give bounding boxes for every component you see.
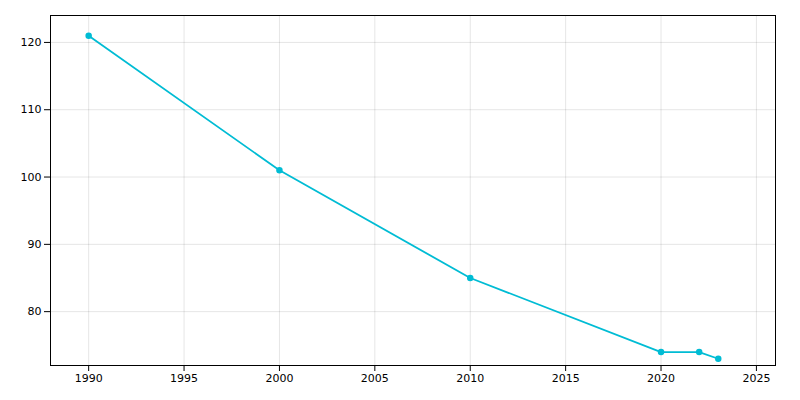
svg-text:2010: 2010: [456, 372, 484, 385]
svg-text:1995: 1995: [170, 372, 198, 385]
svg-text:120: 120: [21, 36, 42, 49]
svg-text:1990: 1990: [75, 372, 103, 385]
svg-text:80: 80: [28, 305, 42, 318]
svg-text:2020: 2020: [647, 372, 675, 385]
svg-text:2015: 2015: [552, 372, 580, 385]
svg-text:2000: 2000: [265, 372, 293, 385]
svg-text:100: 100: [21, 171, 42, 184]
svg-text:2025: 2025: [742, 372, 770, 385]
svg-text:90: 90: [28, 238, 42, 251]
svg-text:110: 110: [21, 103, 42, 116]
svg-text:2005: 2005: [361, 372, 389, 385]
